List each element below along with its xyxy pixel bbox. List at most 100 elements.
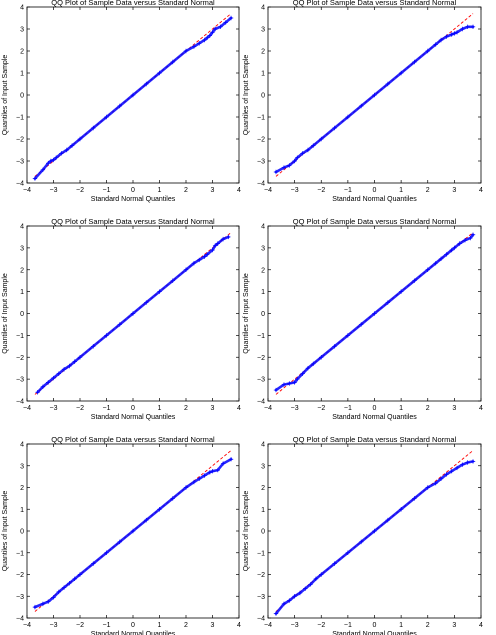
sample-point xyxy=(287,163,292,168)
x-tick-label: −4 xyxy=(23,622,31,629)
sample-point xyxy=(228,15,234,21)
sample-point xyxy=(32,176,38,181)
sample-point xyxy=(104,114,109,120)
x-tick-label: 4 xyxy=(237,187,241,194)
sample-point xyxy=(202,254,207,259)
y-tick-label: 4 xyxy=(261,224,265,231)
sample-point xyxy=(438,476,444,481)
x-tick-label: 1 xyxy=(158,405,162,412)
sample-point xyxy=(457,241,462,246)
y-tick-label: −3 xyxy=(257,159,265,166)
sample-point xyxy=(358,539,364,545)
sample-point xyxy=(332,125,337,131)
sample-point xyxy=(433,480,438,486)
y-tick-label: −1 xyxy=(257,333,265,340)
y-tick-label: −3 xyxy=(16,594,24,601)
sample-point xyxy=(281,165,287,170)
y-tick-label: 1 xyxy=(20,507,24,514)
y-tick-label: 4 xyxy=(261,5,265,12)
y-tick-label: 3 xyxy=(20,27,24,34)
sample-point xyxy=(40,601,46,607)
x-tick-label: −2 xyxy=(76,187,84,194)
sample-point xyxy=(228,457,234,462)
y-tick-label: −2 xyxy=(257,137,265,144)
sample-point xyxy=(157,289,162,294)
x-tick-label: 0 xyxy=(373,622,377,629)
sample-point xyxy=(77,355,83,360)
x-tick-label: −4 xyxy=(264,405,272,412)
sample-point xyxy=(305,147,311,153)
sample-point xyxy=(398,70,404,76)
sample-point xyxy=(292,380,297,385)
x-axis-label: Standard Normal Quantiles xyxy=(332,196,417,203)
y-axis-label: Quantiles of Input Sample xyxy=(2,55,9,136)
sample-point xyxy=(91,125,96,131)
chart-title: QQ Plot of Sample Data versus Standard N… xyxy=(51,435,215,444)
x-tick-label: 2 xyxy=(184,405,188,412)
x-tick-label: 3 xyxy=(452,622,456,629)
x-tick-label: 4 xyxy=(237,622,241,629)
sample-quantile-band xyxy=(36,235,230,394)
y-tick-label: −4 xyxy=(16,616,24,623)
qq-chart-5: QQ Plot of Sample Data versus Standard N… xyxy=(2,435,241,635)
sample-point xyxy=(77,572,83,577)
sample-point xyxy=(444,252,449,257)
sample-point xyxy=(372,311,377,316)
y-tick-label: 4 xyxy=(261,442,265,449)
sample-point xyxy=(218,24,223,29)
sample-point xyxy=(46,380,51,385)
x-tick-label: −2 xyxy=(317,187,325,194)
x-tick-label: −2 xyxy=(317,405,325,412)
x-tick-label: −3 xyxy=(291,622,299,629)
y-tick-label: 3 xyxy=(20,463,24,470)
y-tick-label: 2 xyxy=(261,49,265,56)
sample-point xyxy=(313,576,319,582)
chart-title: QQ Plot of Sample Data versus Standard N… xyxy=(293,0,457,7)
x-tick-label: 4 xyxy=(237,405,241,412)
x-tick-label: −3 xyxy=(50,622,58,629)
sample-point xyxy=(372,92,377,98)
y-tick-label: 0 xyxy=(261,93,265,100)
sample-point xyxy=(462,238,468,243)
sample-point xyxy=(91,561,96,566)
sample-point xyxy=(425,267,430,272)
y-tick-label: 4 xyxy=(20,5,24,12)
sample-point xyxy=(345,333,351,338)
y-tick-label: −1 xyxy=(16,550,24,557)
sample-point xyxy=(202,473,207,478)
sample-point xyxy=(425,48,430,54)
sample-point xyxy=(191,260,197,266)
sample-point xyxy=(117,103,122,109)
sample-point xyxy=(72,359,77,364)
sample-point xyxy=(319,136,324,142)
sample-point xyxy=(46,161,51,166)
y-tick-label: −1 xyxy=(16,333,24,340)
sample-point xyxy=(210,468,215,474)
y-tick-label: −1 xyxy=(16,115,24,122)
sample-quantile-band xyxy=(274,25,475,174)
sample-point xyxy=(215,241,220,246)
sample-point xyxy=(53,155,59,160)
qq-chart-3: QQ Plot of Sample Data versus Standard N… xyxy=(2,217,241,421)
sample-point xyxy=(170,59,175,65)
sample-point xyxy=(412,59,417,65)
sample-point xyxy=(104,333,109,338)
sample-point xyxy=(470,232,476,237)
y-tick-label: 0 xyxy=(261,529,265,536)
x-tick-label: 2 xyxy=(426,187,430,194)
sample-point xyxy=(40,384,46,389)
chart-title: QQ Plot of Sample Data versus Standard N… xyxy=(293,217,457,226)
y-tick-label: 3 xyxy=(261,27,265,34)
x-tick-label: 4 xyxy=(479,187,483,194)
y-tick-label: 2 xyxy=(20,49,24,56)
y-tick-label: 2 xyxy=(20,267,24,274)
y-tick-label: 0 xyxy=(20,93,24,100)
sample-point xyxy=(104,550,109,555)
sample-point xyxy=(183,48,189,54)
sample-point xyxy=(292,158,297,164)
y-tick-label: 0 xyxy=(20,529,24,536)
x-tick-label: −3 xyxy=(291,187,299,194)
sample-quantile-band xyxy=(274,233,475,392)
y-tick-label: 2 xyxy=(261,485,265,492)
sample-point xyxy=(452,31,457,36)
